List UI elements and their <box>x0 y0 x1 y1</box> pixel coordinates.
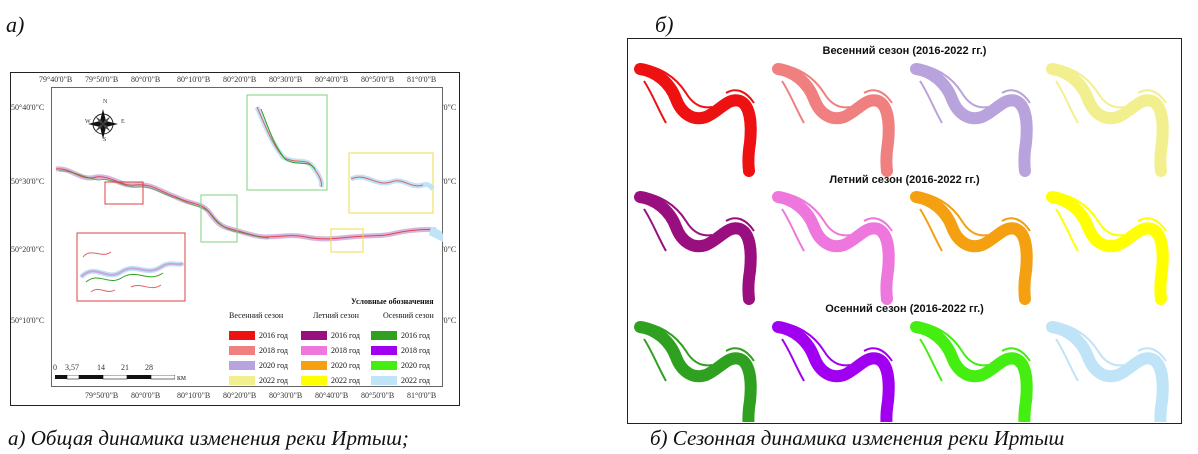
legend-swatch-summer-2 <box>301 361 327 370</box>
top-longitude-0: 79°40'0"В <box>39 75 73 84</box>
legend-swatch-autumn-3 <box>371 376 397 385</box>
scale-tick-5: 28 <box>145 363 153 372</box>
legend-spring-header: Весенний сезон <box>229 311 284 320</box>
bottom-longitude-0: 79°50'0"В <box>85 391 119 400</box>
legend-swatch-autumn-2 <box>371 361 397 370</box>
legend-swatch-autumn-0 <box>371 331 397 340</box>
legend-label-spring-2: 2020 год <box>259 361 288 370</box>
autumn-title: Осенний сезон (2016-2022 гг.) <box>825 303 984 315</box>
compass-n: N <box>103 99 108 105</box>
scale-tick-2: 7 <box>75 363 79 372</box>
scale-bar-graphic <box>55 375 175 380</box>
legend-label-spring-1: 2018 год <box>259 346 288 355</box>
top-longitude-2: 80°0'0"В <box>131 75 161 84</box>
top-longitude-5: 80°30'0"В <box>269 75 303 84</box>
bottom-longitude-6: 80°50'0"В <box>361 391 395 400</box>
left-latitude-0: 50°40'0"С <box>11 103 45 112</box>
seasonal-panel: Весенний сезон (2016-2022 гг.) Летний се… <box>627 38 1182 424</box>
bottom-longitude-1: 80°0'0"В <box>131 391 161 400</box>
map-frame <box>51 87 443 387</box>
panel-a-letter: а) <box>6 12 25 37</box>
legend-swatch-spring-0 <box>229 331 255 340</box>
top-longitude-4: 80°20'0"В <box>223 75 257 84</box>
compass-w: W <box>85 119 91 125</box>
left-latitude-1: 50°30'0"С <box>11 177 45 186</box>
river-shape-2-0 <box>634 321 757 422</box>
legend-label-autumn-2: 2020 год <box>401 361 430 370</box>
legend-label-spring-0: 2016 год <box>259 331 288 340</box>
river-shape-0-1 <box>772 63 895 177</box>
top-longitude-1: 79°50'0"В <box>85 75 119 84</box>
top-longitude-8: 81°0'0"В <box>407 75 437 84</box>
legend-label-summer-1: 2018 год <box>331 346 360 355</box>
scale-tick-0: 0 <box>53 363 57 372</box>
river-shape-0-2 <box>910 63 1033 177</box>
bottom-longitude-5: 80°40'0"В <box>315 391 349 400</box>
legend-swatch-summer-3 <box>301 376 327 385</box>
spring-title: Весенний сезон (2016-2022 гг.) <box>822 45 987 57</box>
legend-summer-header: Летний сезон <box>313 311 359 320</box>
panel-b-letter: б) <box>655 12 674 37</box>
legend-label-autumn-1: 2018 год <box>401 346 430 355</box>
top-longitude-6: 80°40'0"В <box>315 75 349 84</box>
map-panel: 79°40'0"В 79°50'0"В 80°0'0"В 80°10'0"В 80°20… <box>10 72 460 406</box>
top-longitude-3: 80°10'0"В <box>177 75 211 84</box>
legend-swatch-summer-0 <box>301 331 327 340</box>
river-shape-1-3 <box>1046 191 1169 305</box>
river-shape-2-1 <box>772 321 895 422</box>
scale-tick-1: 3,5 <box>65 363 75 372</box>
river-shape-1-2 <box>910 191 1033 305</box>
legend-swatch-summer-1 <box>301 346 327 355</box>
summer-title: Летний сезон (2016-2022 гг.) <box>829 174 980 186</box>
legend-swatch-spring-1 <box>229 346 255 355</box>
legend-label-autumn-3: 2022 год <box>401 376 430 385</box>
top-longitude-7: 80°50'0"В <box>361 75 395 84</box>
bottom-longitude-2: 80°10'0"В <box>177 391 211 400</box>
left-latitude-2: 50°20'0"С <box>11 245 45 254</box>
bottom-longitude-7: 81°0'0"В <box>407 391 437 400</box>
scale-tick-4: 21 <box>121 363 129 372</box>
legend-label-summer-0: 2016 год <box>331 331 360 340</box>
legend-label-summer-3: 2022 год <box>331 376 360 385</box>
legend-label-spring-3: 2022 год <box>259 376 288 385</box>
bottom-longitude-4: 80°30'0"В <box>269 391 303 400</box>
legend-label-summer-2: 2020 год <box>331 361 360 370</box>
legend-swatch-autumn-1 <box>371 346 397 355</box>
river-shape-1-1 <box>772 191 895 305</box>
legend-autumn-header: Осенний сезон <box>383 311 434 320</box>
legend-swatch-spring-2 <box>229 361 255 370</box>
caption-b: б) Сезонная динамика изменения реки Ирты… <box>650 426 1065 450</box>
left-latitude-3: 50°10'0"С <box>11 316 45 325</box>
scale-tick-3: 14 <box>97 363 105 372</box>
legend-title: Условные обозначения <box>351 297 434 306</box>
river-shape-1-0 <box>634 191 757 305</box>
compass-s: S <box>103 137 107 143</box>
bottom-longitude-3: 80°20'0"В <box>223 391 257 400</box>
legend-label-autumn-0: 2016 год <box>401 331 430 340</box>
compass-rose-icon <box>88 109 118 139</box>
river-shape-0-0 <box>634 63 757 177</box>
scale-unit: км <box>177 373 186 382</box>
caption-a: а) Общая динамика изменения реки Иртыш; <box>8 426 409 450</box>
river-shape-0-3 <box>1046 63 1169 177</box>
river-grid <box>634 63 1169 422</box>
compass-e: E <box>121 119 125 125</box>
river-shape-2-3 <box>1046 321 1169 422</box>
legend-swatch-spring-3 <box>229 376 255 385</box>
river-shape-2-2 <box>910 321 1033 422</box>
